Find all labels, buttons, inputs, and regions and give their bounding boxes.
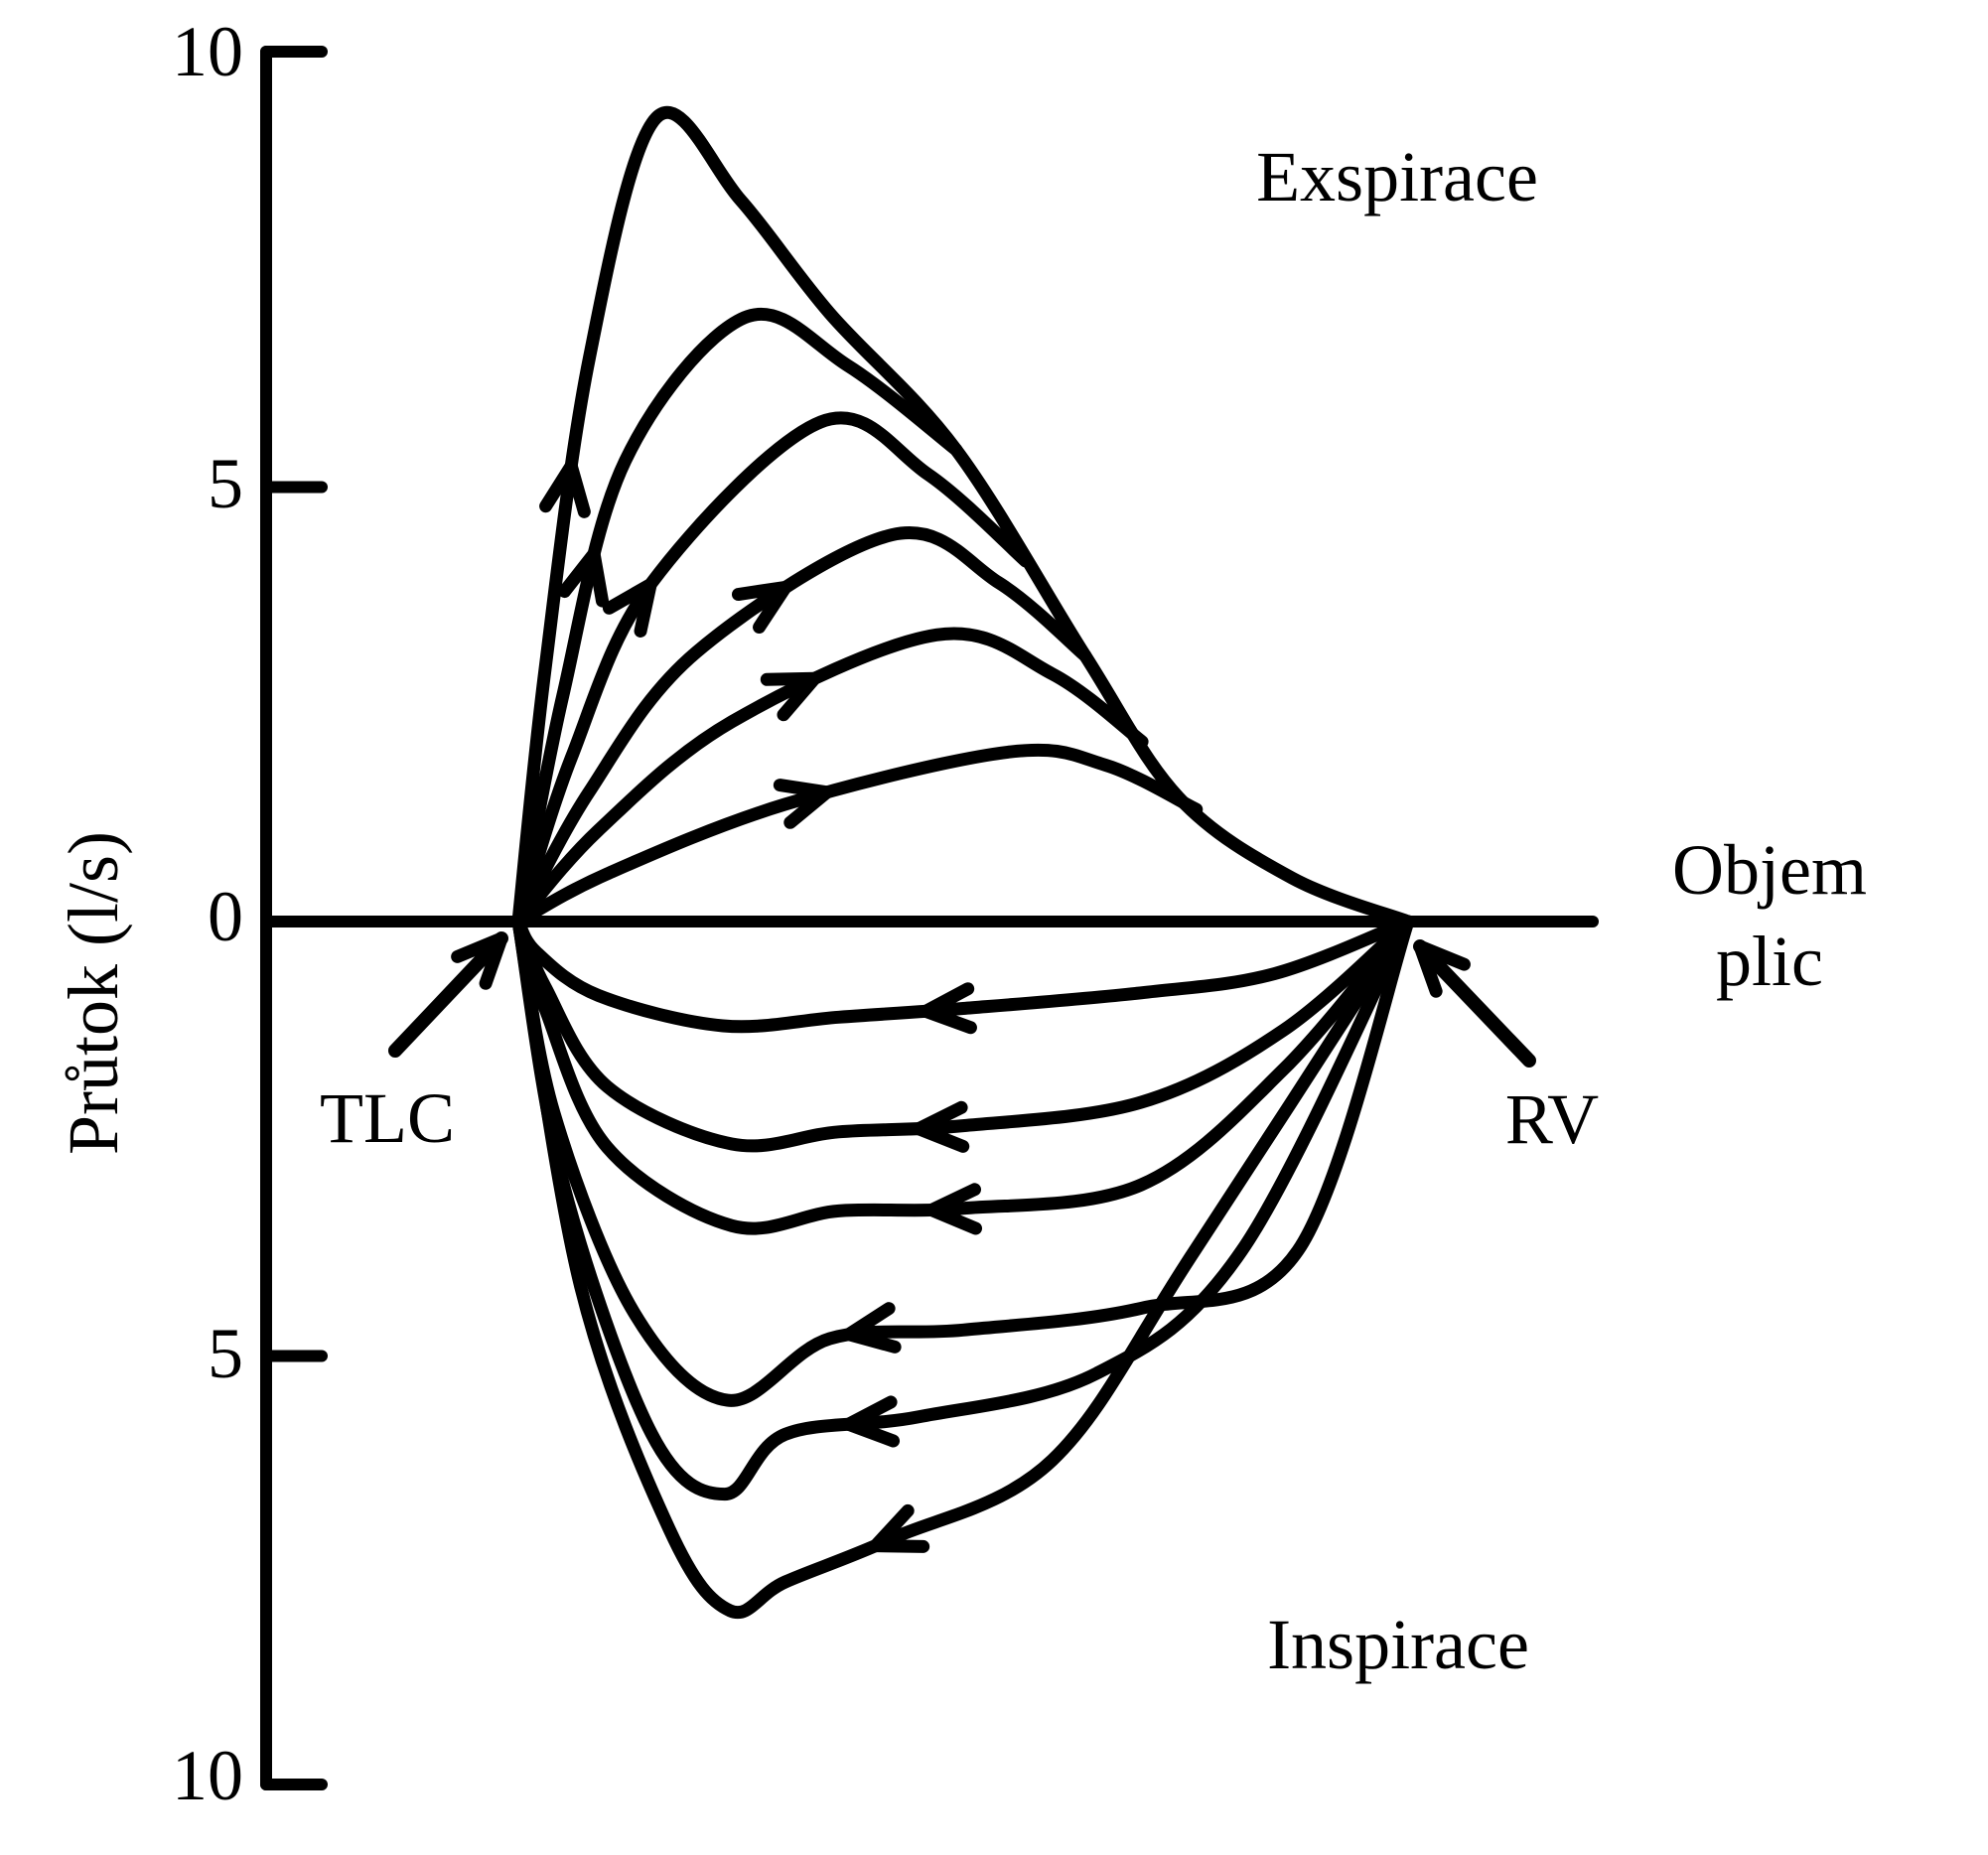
pointer-arrowhead-rv <box>1413 939 1471 971</box>
rv-label: RV <box>1504 1079 1600 1159</box>
curve-inspirace-3 <box>511 915 1415 1235</box>
curve-inspirace-1 <box>511 915 1415 1034</box>
flow-direction-arrowhead <box>869 1503 915 1553</box>
x-axis-title-line1: Objem <box>1672 830 1867 910</box>
tlc-label: TLC <box>320 1078 455 1158</box>
flow-direction-arrowhead <box>783 785 834 829</box>
x-axis-title-line2: plic <box>1716 922 1823 1001</box>
y-tick-label-10-bottom: 10 <box>172 1736 243 1815</box>
expiration-region-label: Exspirace <box>1256 137 1538 216</box>
pointer-arrowhead-tlc <box>479 931 508 990</box>
curve-exspirace-submaximal-3 <box>511 411 1033 928</box>
y-tick-label-0: 0 <box>208 877 243 956</box>
curve-inspirace-2 <box>511 915 1415 1153</box>
flow-direction-arrowhead <box>753 580 792 635</box>
curve-exspirace-submaximal-6 <box>511 743 1204 928</box>
y-tick-label-5-lower: 5 <box>208 1314 243 1393</box>
flow-direction-arrowhead <box>924 1183 982 1217</box>
curve-exspirace-submaximal-4 <box>511 526 1092 928</box>
flow-direction-arrowhead <box>634 578 657 638</box>
inspiration-region-label: Inspirace <box>1267 1605 1529 1684</box>
x-axis-title: Objem plic <box>1672 824 1867 1007</box>
y-tick-label-5-upper: 5 <box>208 444 243 523</box>
y-axis-title: Průtok (l/s) <box>54 830 133 1156</box>
flow-direction-arrowhead <box>777 671 821 722</box>
flow-direction-arrowhead <box>912 1100 968 1136</box>
flow-direction-arrowhead <box>564 459 591 518</box>
flow-direction-arrowhead <box>587 547 609 608</box>
curve-inspirace-6-deepest <box>511 915 1415 1620</box>
curve-exspirace-submaximal-2 <box>511 307 963 928</box>
flow-direction-arrowhead <box>842 1395 898 1431</box>
pointer-arrow-shaft-rv <box>1413 939 1536 1068</box>
flow-direction-arrowhead <box>842 1302 896 1342</box>
curve-exspirace-maximal-envelope <box>511 105 1415 928</box>
y-tick-label-10-top: 10 <box>172 12 243 91</box>
pointer-arrow-shaft-tlc <box>388 931 508 1058</box>
flow-direction-arrowhead <box>919 982 975 1018</box>
